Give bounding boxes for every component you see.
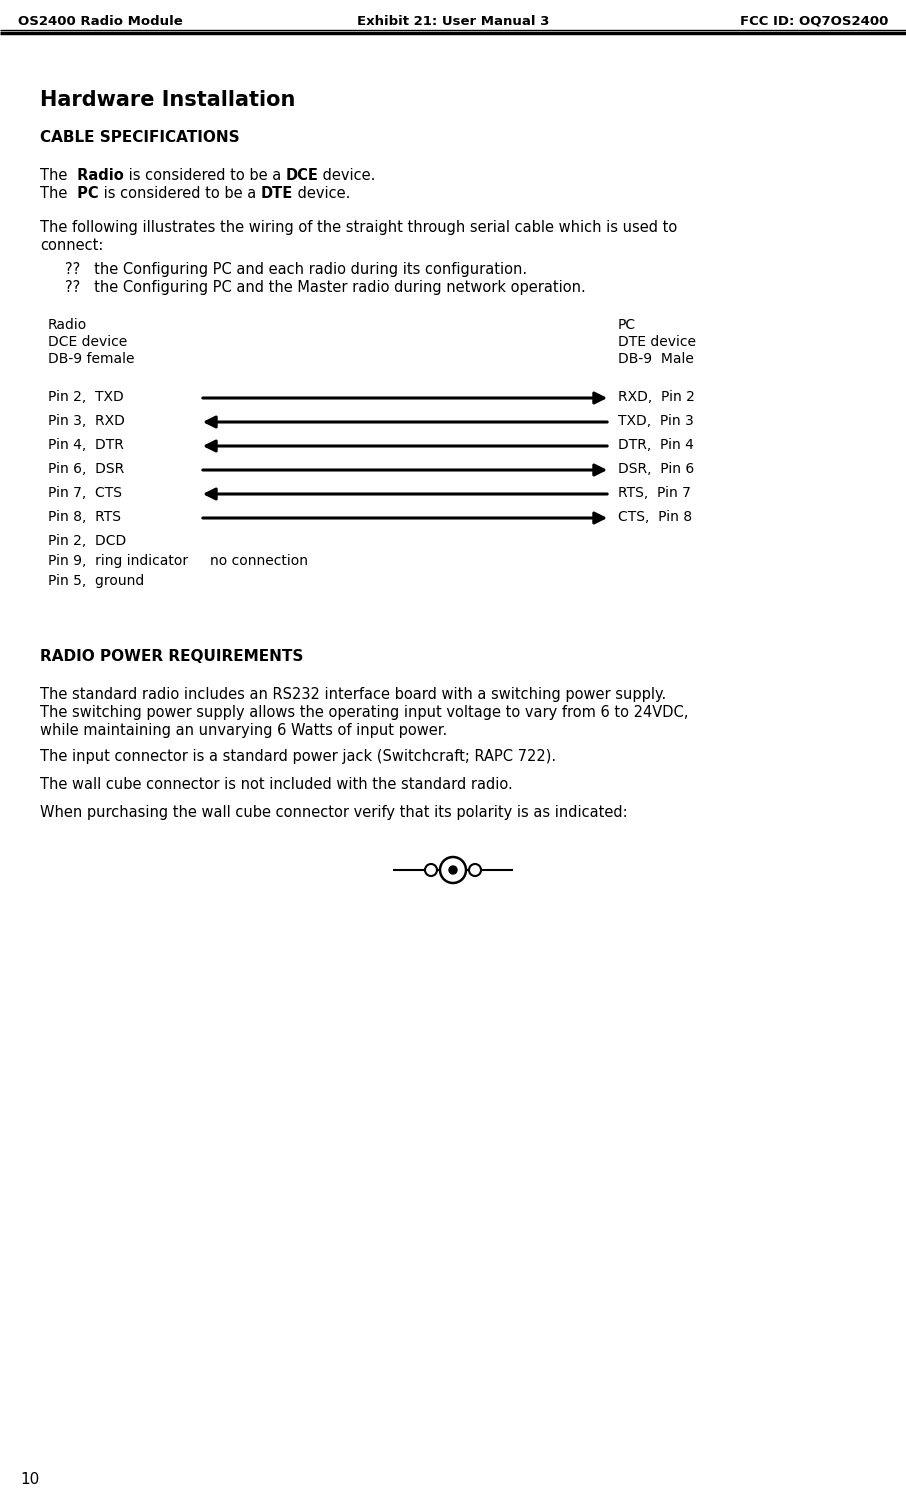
Text: RTS,  Pin 7: RTS, Pin 7 (618, 486, 691, 499)
Text: Pin 2,  DCD: Pin 2, DCD (48, 534, 126, 549)
Text: DB-9  Male: DB-9 Male (618, 352, 694, 365)
Text: When purchasing the wall cube connector verify that its polarity is as indicated: When purchasing the wall cube connector … (40, 805, 628, 820)
Text: Radio: Radio (48, 318, 87, 332)
Text: Pin 9,  ring indicator     no connection: Pin 9, ring indicator no connection (48, 555, 308, 568)
Text: device.: device. (293, 186, 350, 201)
Text: The: The (40, 168, 72, 183)
Text: Pin 6,  DSR: Pin 6, DSR (48, 462, 124, 476)
Text: DTE device: DTE device (618, 335, 696, 349)
Text: Pin 4,  DTR: Pin 4, DTR (48, 438, 124, 452)
Text: RXD,  Pin 2: RXD, Pin 2 (618, 391, 695, 404)
Text: DTR,  Pin 4: DTR, Pin 4 (618, 438, 694, 452)
Text: ??   the Configuring PC and the Master radio during network operation.: ?? the Configuring PC and the Master rad… (65, 280, 586, 295)
Text: is considered to be a: is considered to be a (124, 168, 285, 183)
Text: Pin 7,  CTS: Pin 7, CTS (48, 486, 122, 499)
Text: CABLE SPECIFICATIONS: CABLE SPECIFICATIONS (40, 130, 239, 145)
Text: The wall cube connector is not included with the standard radio.: The wall cube connector is not included … (40, 777, 513, 792)
Text: FCC ID: OQ7OS2400: FCC ID: OQ7OS2400 (739, 15, 888, 28)
Text: TXD,  Pin 3: TXD, Pin 3 (618, 414, 694, 428)
Text: DTE: DTE (261, 186, 293, 201)
Text: 10: 10 (20, 1472, 39, 1487)
Text: RADIO POWER REQUIREMENTS: RADIO POWER REQUIREMENTS (40, 649, 304, 663)
Text: device.: device. (319, 168, 376, 183)
Text: PC: PC (72, 186, 99, 201)
Text: OS2400 Radio Module: OS2400 Radio Module (18, 15, 183, 28)
Text: DCE: DCE (285, 168, 319, 183)
Text: DCE device: DCE device (48, 335, 127, 349)
Text: Pin 5,  ground: Pin 5, ground (48, 574, 144, 587)
Text: while maintaining an unvarying 6 Watts of input power.: while maintaining an unvarying 6 Watts o… (40, 723, 448, 738)
Text: Hardware Installation: Hardware Installation (40, 89, 295, 110)
Text: The: The (40, 186, 72, 201)
Text: Radio: Radio (72, 168, 124, 183)
Text: is considered to be a: is considered to be a (99, 186, 261, 201)
Text: Pin 2,  TXD: Pin 2, TXD (48, 391, 124, 404)
Text: The following illustrates the wiring of the straight through serial cable which : The following illustrates the wiring of … (40, 221, 678, 236)
Text: connect:: connect: (40, 239, 103, 253)
Circle shape (449, 866, 457, 874)
Text: ??   the Configuring PC and each radio during its configuration.: ?? the Configuring PC and each radio dur… (65, 262, 527, 277)
Text: Exhibit 21: User Manual 3: Exhibit 21: User Manual 3 (357, 15, 549, 28)
Text: Pin 8,  RTS: Pin 8, RTS (48, 510, 121, 523)
Text: PC: PC (618, 318, 636, 332)
Text: The input connector is a standard power jack (Switchcraft; RAPC 722).: The input connector is a standard power … (40, 748, 556, 763)
Text: The switching power supply allows the operating input voltage to vary from 6 to : The switching power supply allows the op… (40, 705, 689, 720)
Text: DSR,  Pin 6: DSR, Pin 6 (618, 462, 694, 476)
Text: CTS,  Pin 8: CTS, Pin 8 (618, 510, 692, 523)
Text: Pin 3,  RXD: Pin 3, RXD (48, 414, 125, 428)
Text: The standard radio includes an RS232 interface board with a switching power supp: The standard radio includes an RS232 int… (40, 687, 666, 702)
Text: DB-9 female: DB-9 female (48, 352, 134, 365)
